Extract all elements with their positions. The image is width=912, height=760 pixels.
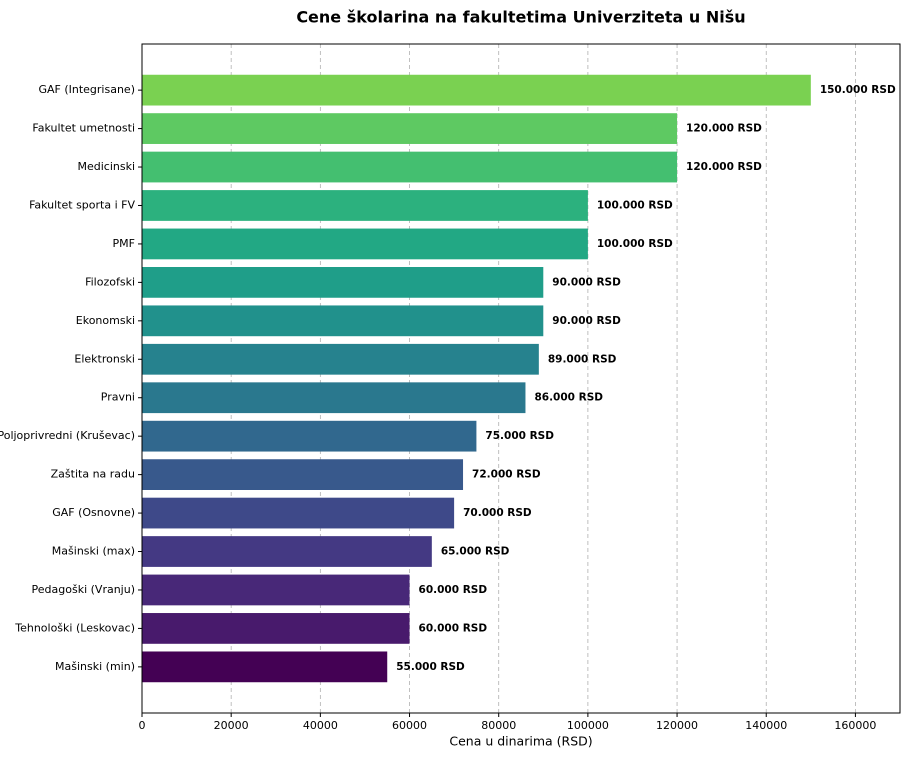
value-label: 89.000 RSD xyxy=(548,353,617,365)
bar xyxy=(142,651,388,683)
y-tick-label: Elektronski xyxy=(74,352,135,365)
y-tick-label: Fakultet sporta i FV xyxy=(29,198,135,211)
y-tick-label: Poljoprivredni (Kruševac) xyxy=(0,429,135,442)
value-label: 75.000 RSD xyxy=(485,430,554,442)
value-label: 90.000 RSD xyxy=(552,315,621,327)
bar xyxy=(142,459,464,490)
value-label: 90.000 RSD xyxy=(552,276,621,288)
y-tick-label: Ekonomski xyxy=(76,314,135,327)
x-tick-label: 80000 xyxy=(481,719,516,732)
value-label: 55.000 RSD xyxy=(396,661,465,673)
y-tick-label: Fakultet umetnosti xyxy=(32,122,135,135)
y-tick-label: Tehnološki (Leskovac) xyxy=(14,621,135,634)
x-tick-label: 100000 xyxy=(567,719,609,732)
value-label: 60.000 RSD xyxy=(419,622,488,634)
y-tick-label: GAF (Integrisane) xyxy=(38,83,135,96)
value-label: 120.000 RSD xyxy=(686,123,762,135)
value-label: 72.000 RSD xyxy=(472,469,541,481)
bar xyxy=(142,228,588,260)
bar xyxy=(142,536,432,567)
value-label: 120.000 RSD xyxy=(686,161,762,173)
chart-title: Cene školarina na fakultetima Univerzite… xyxy=(296,8,745,27)
value-label: 60.000 RSD xyxy=(419,584,488,596)
plot-frame xyxy=(141,43,901,714)
value-label: 100.000 RSD xyxy=(597,199,673,211)
bar xyxy=(142,497,455,529)
y-tick-label: Pravni xyxy=(101,391,135,404)
x-tick-label: 0 xyxy=(139,719,146,732)
bar xyxy=(142,74,811,106)
y-tick-label: Mašinski (max) xyxy=(52,545,135,558)
bar xyxy=(142,190,588,221)
y-tick-label: Pedagoški (Vranju) xyxy=(32,583,135,596)
x-tick-label: 60000 xyxy=(392,719,427,732)
y-tick-label: GAF (Osnovne) xyxy=(52,506,135,519)
y-tick-label: Mašinski (min) xyxy=(55,660,135,673)
x-tick-label: 120000 xyxy=(656,719,698,732)
value-label: 150.000 RSD xyxy=(820,84,896,96)
bar xyxy=(142,151,678,183)
x-tick-label: 20000 xyxy=(214,719,249,732)
value-label: 70.000 RSD xyxy=(463,507,532,519)
y-tick-label: Medicinski xyxy=(77,160,135,173)
y-tick-label: Zaštita na radu xyxy=(51,468,135,481)
x-tick-label: 40000 xyxy=(303,719,338,732)
bar xyxy=(142,574,410,606)
bar xyxy=(142,382,526,414)
bar xyxy=(142,343,539,375)
value-label: 86.000 RSD xyxy=(534,392,603,404)
x-tick-label: 160000 xyxy=(834,719,876,732)
bar xyxy=(142,113,678,144)
value-label: 65.000 RSD xyxy=(441,546,510,558)
bar xyxy=(142,267,544,298)
value-label: 100.000 RSD xyxy=(597,238,673,250)
y-tick-label: Filozofski xyxy=(85,275,135,288)
bar xyxy=(142,420,477,452)
bar xyxy=(142,305,544,337)
bar xyxy=(142,613,410,644)
x-axis-label: Cena u dinarima (RSD) xyxy=(449,734,592,749)
y-tick-label: PMF xyxy=(113,237,135,250)
x-tick-label: 140000 xyxy=(745,719,787,732)
